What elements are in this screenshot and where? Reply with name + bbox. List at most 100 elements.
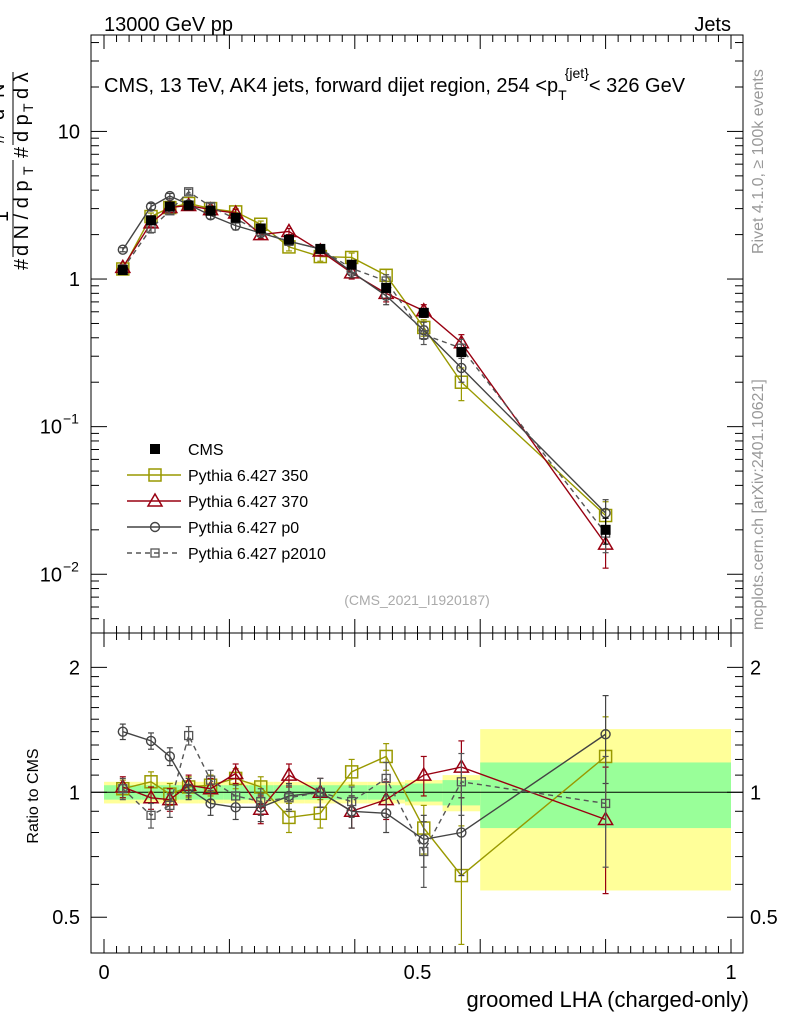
series-3-ratio-point bbox=[419, 846, 429, 857]
x-axis-title: groomed LHA (charged-only) bbox=[467, 987, 749, 1012]
svg-text:#: # bbox=[11, 146, 33, 158]
main-title: CMS, 13 TeV, AK4 jets, forward dijet reg… bbox=[104, 65, 686, 103]
x-tick-label: 1 bbox=[725, 962, 736, 984]
series-2-ratio-point bbox=[145, 735, 157, 747]
cms-data-point bbox=[315, 243, 326, 254]
svg-text:T: T bbox=[20, 166, 36, 175]
ratio-y-axis-title: Ratio to CMS bbox=[25, 748, 42, 843]
series-3-point bbox=[419, 329, 429, 340]
cms-data-point bbox=[183, 200, 194, 211]
cms-data-point bbox=[117, 265, 128, 276]
series-3-ratio-point bbox=[456, 777, 467, 787]
x-tick-label: 0.5 bbox=[404, 962, 432, 984]
main-y-tick-exponent: −1 bbox=[63, 411, 79, 427]
svg-text:N: N bbox=[0, 84, 9, 98]
series-1-ratio-point bbox=[415, 766, 433, 781]
legend-series-2-label: Pythia 6.427 p0 bbox=[188, 520, 299, 537]
analysis-watermark: (CMS_2021_I1920187) bbox=[344, 592, 490, 608]
cms-data-point bbox=[255, 223, 266, 234]
main-y-tick-label: 10 bbox=[58, 121, 80, 143]
header-right: Jets bbox=[694, 14, 731, 36]
series-3-ratio-point bbox=[284, 793, 294, 803]
series-2-point bbox=[145, 201, 157, 212]
series-3-ratio-line bbox=[122, 733, 606, 854]
legend-series-3-label: Pythia 6.427 p2010 bbox=[188, 546, 326, 563]
main-y-axis-title: # d N / d p T 1 # d p T d λ # d 2 N bbox=[0, 72, 36, 270]
series-3-ratio-point bbox=[146, 810, 156, 820]
legend-cms-label: CMS bbox=[188, 442, 224, 459]
legend-series-1-marker bbox=[146, 492, 164, 507]
series-3-ratio-point bbox=[165, 800, 175, 811]
series-2-point bbox=[117, 244, 129, 255]
series-3-ratio-point bbox=[256, 796, 266, 807]
legend-cms-marker bbox=[150, 444, 160, 454]
svg-text:d p: d p bbox=[11, 114, 33, 142]
main-frame bbox=[90, 34, 744, 634]
legend-series-1-label: Pythia 6.427 370 bbox=[188, 494, 308, 511]
legend-series-0-marker bbox=[148, 468, 162, 482]
series-2-ratio-line bbox=[122, 730, 606, 841]
series-2-ratio-point bbox=[205, 798, 216, 809]
cms-data-point bbox=[283, 234, 294, 245]
series-2-point bbox=[600, 507, 611, 519]
series-2-ratio-point bbox=[380, 808, 392, 819]
series-2-line bbox=[122, 195, 607, 514]
ratio-panel: 0.5 0.5 1 1 2 2 0 0.5 1 bbox=[52, 632, 778, 984]
legend-series-2-marker bbox=[149, 521, 161, 533]
series-2-point bbox=[456, 362, 467, 374]
cms-data-point bbox=[381, 282, 392, 293]
main-y-tick-exponent: −2 bbox=[63, 558, 79, 574]
series-3-ratio-point bbox=[381, 773, 391, 784]
series-2-point bbox=[164, 190, 176, 202]
mcplots-label: mcplots.cern.ch [arXiv:2401.10621] bbox=[750, 379, 767, 630]
cms-data-point bbox=[456, 347, 467, 358]
header-left: 13000 GeV pp bbox=[104, 14, 233, 36]
series-3-ratio-point bbox=[347, 796, 357, 807]
series-3-ratio-point bbox=[315, 787, 325, 797]
svg-text:1: 1 bbox=[0, 211, 13, 222]
main-y-tick-label: 10 bbox=[40, 417, 62, 439]
rivet-version-label: Rivet 4.1.0, ≥ 100k events bbox=[750, 69, 767, 254]
cms-data-point bbox=[418, 307, 429, 318]
legend-series-0-label: Pythia 6.427 350 bbox=[188, 468, 308, 485]
series-1-ratio-point bbox=[142, 789, 160, 804]
series-2-ratio-point bbox=[117, 726, 129, 737]
series-2-ratio-point bbox=[183, 783, 194, 794]
series-2-ratio-point bbox=[164, 751, 176, 762]
legend-series-3-marker bbox=[150, 548, 160, 558]
cms-data-point bbox=[146, 215, 157, 226]
svg-text:d λ: d λ bbox=[11, 72, 33, 99]
main-y-tick-label: 1 bbox=[69, 269, 80, 291]
svg-text:#: # bbox=[11, 258, 33, 270]
svg-text:d N / d p: d N / d p bbox=[11, 180, 33, 256]
cms-data-point bbox=[164, 201, 175, 212]
cms-data-point bbox=[205, 205, 216, 216]
series-2-ratio-point bbox=[600, 729, 611, 740]
series-1-ratio-point bbox=[280, 766, 298, 781]
ratio-y-tick-label: 1 bbox=[69, 782, 80, 804]
ratio-y-tick-label-right: 2 bbox=[750, 657, 761, 679]
main-title-text: CMS, 13 TeV, AK4 jets, forward dijet reg… bbox=[104, 65, 686, 103]
series-2-ratio-point bbox=[456, 827, 467, 838]
series-3-ratio-point bbox=[205, 775, 216, 785]
series-3-ratio-point bbox=[231, 791, 241, 801]
series-3-point bbox=[183, 187, 194, 197]
series-1-ratio-point bbox=[227, 764, 244, 780]
series-3-ratio-point bbox=[118, 784, 128, 794]
ratio-y-tick-label: 2 bbox=[69, 657, 80, 679]
svg-text:#: # bbox=[0, 132, 9, 144]
series-3-ratio-point bbox=[183, 730, 194, 741]
cms-data-point bbox=[346, 259, 357, 270]
main-y-tick-label: 10 bbox=[40, 564, 62, 586]
ratio-y-tick-label-right: 1 bbox=[750, 782, 761, 804]
series-3-line bbox=[122, 190, 607, 534]
svg-text:d: d bbox=[0, 109, 9, 120]
cms-data-point bbox=[230, 212, 241, 223]
ratio-y-tick-label: 0.5 bbox=[52, 907, 80, 929]
x-tick-label: 0 bbox=[98, 962, 109, 984]
series-3-ratio-point bbox=[600, 798, 611, 809]
svg-text:T: T bbox=[20, 103, 36, 112]
cms-data-point bbox=[600, 524, 611, 535]
